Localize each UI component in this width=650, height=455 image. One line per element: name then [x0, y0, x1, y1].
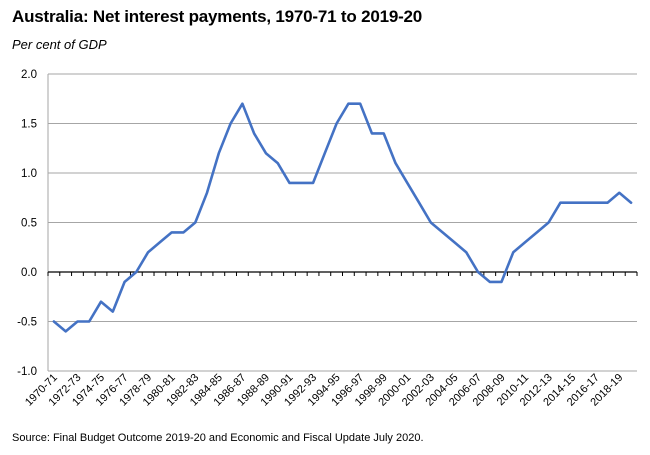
series-line: [52, 102, 633, 333]
gridlines: [47, 73, 637, 372]
y-tick-label: 0.0: [21, 267, 37, 279]
source-note: Source: Final Budget Outcome 2019-20 and…: [12, 432, 424, 444]
x-axis: 1970-711972-731974-751976-771978-791980-…: [23, 271, 638, 409]
y-axis-ticks: 2.0 1.5 1.0 0.5 0.0 -0.5 -1.0: [17, 69, 37, 378]
chart-title: Australia: Net interest payments, 1970-7…: [12, 7, 423, 26]
y-tick-label: -1.0: [17, 366, 37, 378]
y-tick-label: 1.0: [21, 168, 37, 180]
y-tick-label: 0.5: [21, 218, 37, 230]
y-tick-label: 1.5: [21, 119, 37, 131]
series-group: [52, 102, 633, 333]
y-tick-label: 2.0: [21, 69, 37, 81]
y-tick-label: -0.5: [17, 317, 37, 329]
chart-subtitle: Per cent of GDP: [12, 37, 107, 52]
